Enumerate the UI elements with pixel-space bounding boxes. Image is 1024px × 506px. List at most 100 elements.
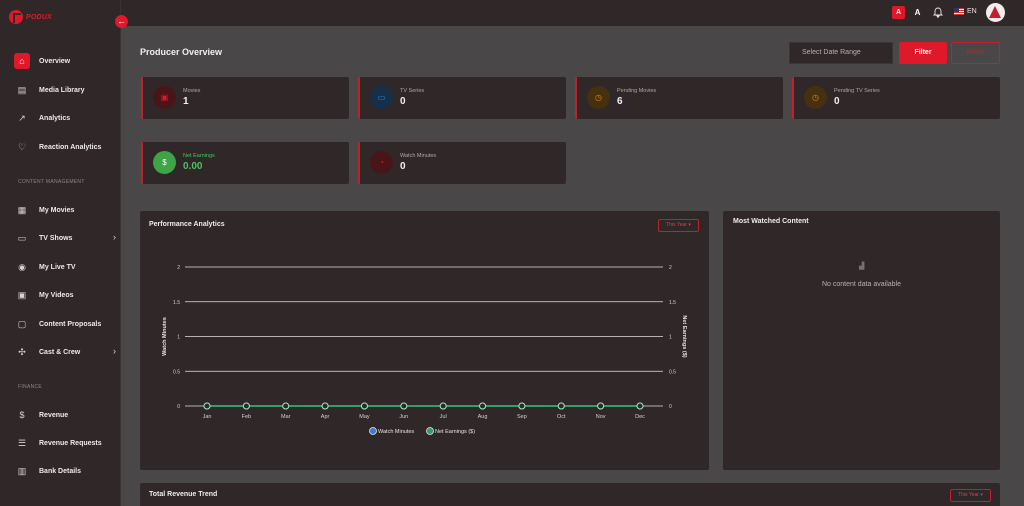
data-point xyxy=(439,402,447,410)
stat-card-pending-movies[interactable]: ◷ Pending Movies 6 xyxy=(575,77,783,119)
x-tick-label: Sep xyxy=(517,414,527,420)
font-size-large-button[interactable]: A xyxy=(914,8,921,17)
panel-title: Performance Analytics xyxy=(149,221,225,228)
stat-card-movies[interactable]: ▣ Movies 1 xyxy=(141,77,349,119)
x-tick-label: Aug xyxy=(478,414,488,420)
sidebar-item-label: Analytics xyxy=(39,114,71,122)
stat-label: Pending Movies xyxy=(617,88,657,94)
sidebar-item-label: Cast & Crew xyxy=(39,348,81,356)
panel-title: Most Watched Content xyxy=(733,218,809,225)
sidebar-item-cast-crew[interactable]: ✣ Cast & Crew › xyxy=(14,343,116,361)
panel-title: Total Revenue Trend xyxy=(149,491,218,498)
performance-chart: 0 0 0.5 0.5 1 1 1.5 1.5 2 2 Watch Minutes Net Earni… xyxy=(162,265,687,435)
date-range-input[interactable]: Select Date Range xyxy=(789,42,893,64)
tv-icon: ▭ xyxy=(370,86,393,109)
x-tick-label: Dec xyxy=(635,414,645,420)
font-size-small-button[interactable]: A xyxy=(892,6,905,19)
dollar-icon: $ xyxy=(19,410,25,420)
stat-card-tv-series[interactable]: ▭ TV Series 0 xyxy=(358,77,566,119)
stat-label: Net Earnings xyxy=(183,153,215,159)
filter-button[interactable]: Filter xyxy=(899,42,947,64)
sidebar-item-bank-details[interactable]: ▥ Bank Details xyxy=(14,462,114,480)
y-right-tick-label: 2 xyxy=(669,265,672,271)
x-tick-label: Feb xyxy=(242,414,251,420)
stat-card-net-earnings[interactable]: $ Net Earnings 0.00 xyxy=(141,142,349,184)
bell-icon[interactable] xyxy=(932,7,945,19)
stat-card-watch-minutes[interactable]: ◔ Watch Minutes 0 xyxy=(358,142,566,184)
sidebar-item-label: Content Proposals xyxy=(39,320,102,328)
timer-icon: ◔ xyxy=(370,151,393,174)
y-axis-label: Watch Minutes xyxy=(162,317,168,356)
home-icon: ⌂ xyxy=(14,53,30,69)
sidebar-item-label: Revenue Requests xyxy=(39,439,102,447)
period-label: This Year xyxy=(958,492,979,498)
y-axis-right-label: Net Earnings ($) xyxy=(681,315,687,357)
sidebar-item-analytics[interactable]: ↗ Analytics xyxy=(14,109,114,127)
sidebar-item-media-library[interactable]: ▤ Media Library xyxy=(14,81,114,99)
sidebar-item-my-live-tv[interactable]: ◉ My Live TV xyxy=(14,258,114,276)
sidebar-item-content-proposals[interactable]: ▢ Content Proposals xyxy=(14,315,114,333)
sidebar-item-label: Bank Details xyxy=(39,467,82,475)
chevron-right-icon: › xyxy=(113,346,116,356)
y-tick-label: 1.5 xyxy=(173,300,180,306)
sidebar-item-label: TV Shows xyxy=(39,234,73,242)
stat-value: 0 xyxy=(834,96,840,107)
x-tick-label: Jun xyxy=(399,414,408,420)
broadcast-icon: ◉ xyxy=(18,261,26,272)
sidebar-item-reaction-analytics[interactable]: ♡ Reaction Analytics xyxy=(14,138,114,156)
sidebar-item-my-videos[interactable]: ▣ My Videos xyxy=(14,286,114,304)
stat-label: Watch Minutes xyxy=(400,153,437,159)
page-title: Producer Overview xyxy=(140,47,223,57)
app-logo[interactable]: PODUX xyxy=(9,10,52,24)
stat-label: Movies xyxy=(183,88,201,94)
y-tick-label: 1 xyxy=(177,335,180,341)
period-label: This Year xyxy=(666,222,687,228)
language-label: EN xyxy=(967,8,977,15)
people-icon: ✣ xyxy=(18,346,26,357)
sidebar: PODUX ⌂ Overview ▤ Media Library ↗ Analy… xyxy=(0,0,121,506)
data-point xyxy=(479,402,487,410)
sidebar-item-tv-shows[interactable]: ▭ TV Shows › xyxy=(14,229,116,247)
chart-icon: ↗ xyxy=(18,112,26,123)
avatar[interactable] xyxy=(986,3,1005,22)
sidebar-item-overview[interactable]: ⌂ Overview xyxy=(14,52,114,70)
clock-icon: ◷ xyxy=(804,86,827,109)
sidebar-item-label: My Movies xyxy=(39,206,75,214)
dollar-icon: $ xyxy=(153,151,176,174)
chevron-right-icon: › xyxy=(113,232,116,242)
us-flag-icon xyxy=(954,8,964,15)
empty-state-text: No content data available xyxy=(822,281,901,288)
sidebar-item-my-movies[interactable]: ▦ My Movies xyxy=(14,201,114,219)
data-point xyxy=(203,402,211,410)
library-icon: ▤ xyxy=(17,84,27,95)
stat-card-pending-tv-series[interactable]: ◷ Pending TV Series 0 xyxy=(792,77,1000,119)
sidebar-item-revenue-requests[interactable]: ☰ Revenue Requests xyxy=(14,434,114,452)
y-right-tick-label: 1.5 xyxy=(669,300,676,306)
x-tick-label: Nov xyxy=(596,414,606,420)
sidebar-item-label: Revenue xyxy=(39,411,69,419)
data-point xyxy=(282,402,290,410)
y-right-tick-label: 0.5 xyxy=(669,369,676,375)
data-point xyxy=(242,402,250,410)
film-icon: ▣ xyxy=(153,86,176,109)
sidebar-item-label: Reaction Analytics xyxy=(39,143,102,151)
period-dropdown[interactable]: This Year ▾ xyxy=(658,219,699,232)
section-title-content: CONTENT MANAGEMENT xyxy=(18,179,85,185)
sidebar-item-label: Overview xyxy=(39,57,71,65)
data-point xyxy=(597,402,605,410)
reset-button[interactable]: Reset xyxy=(951,42,1000,64)
collapse-sidebar-button[interactable]: ← xyxy=(115,15,128,28)
y-tick-label: 0.5 xyxy=(173,369,180,375)
data-point xyxy=(400,402,408,410)
logo-icon xyxy=(9,10,23,24)
video-icon: ▣ xyxy=(17,289,27,300)
y-tick-label: 2 xyxy=(177,265,180,271)
legend-marker xyxy=(369,427,377,435)
bank-icon: ▥ xyxy=(17,465,27,476)
language-selector[interactable]: EN xyxy=(954,8,977,15)
revenue-period-dropdown[interactable]: This Year ▾ xyxy=(950,489,991,502)
x-tick-label: Jan xyxy=(203,414,212,420)
sidebar-item-revenue[interactable]: $ Revenue xyxy=(14,406,114,424)
sidebar-item-label: Media Library xyxy=(39,86,85,94)
most-watched-panel xyxy=(723,211,1000,470)
